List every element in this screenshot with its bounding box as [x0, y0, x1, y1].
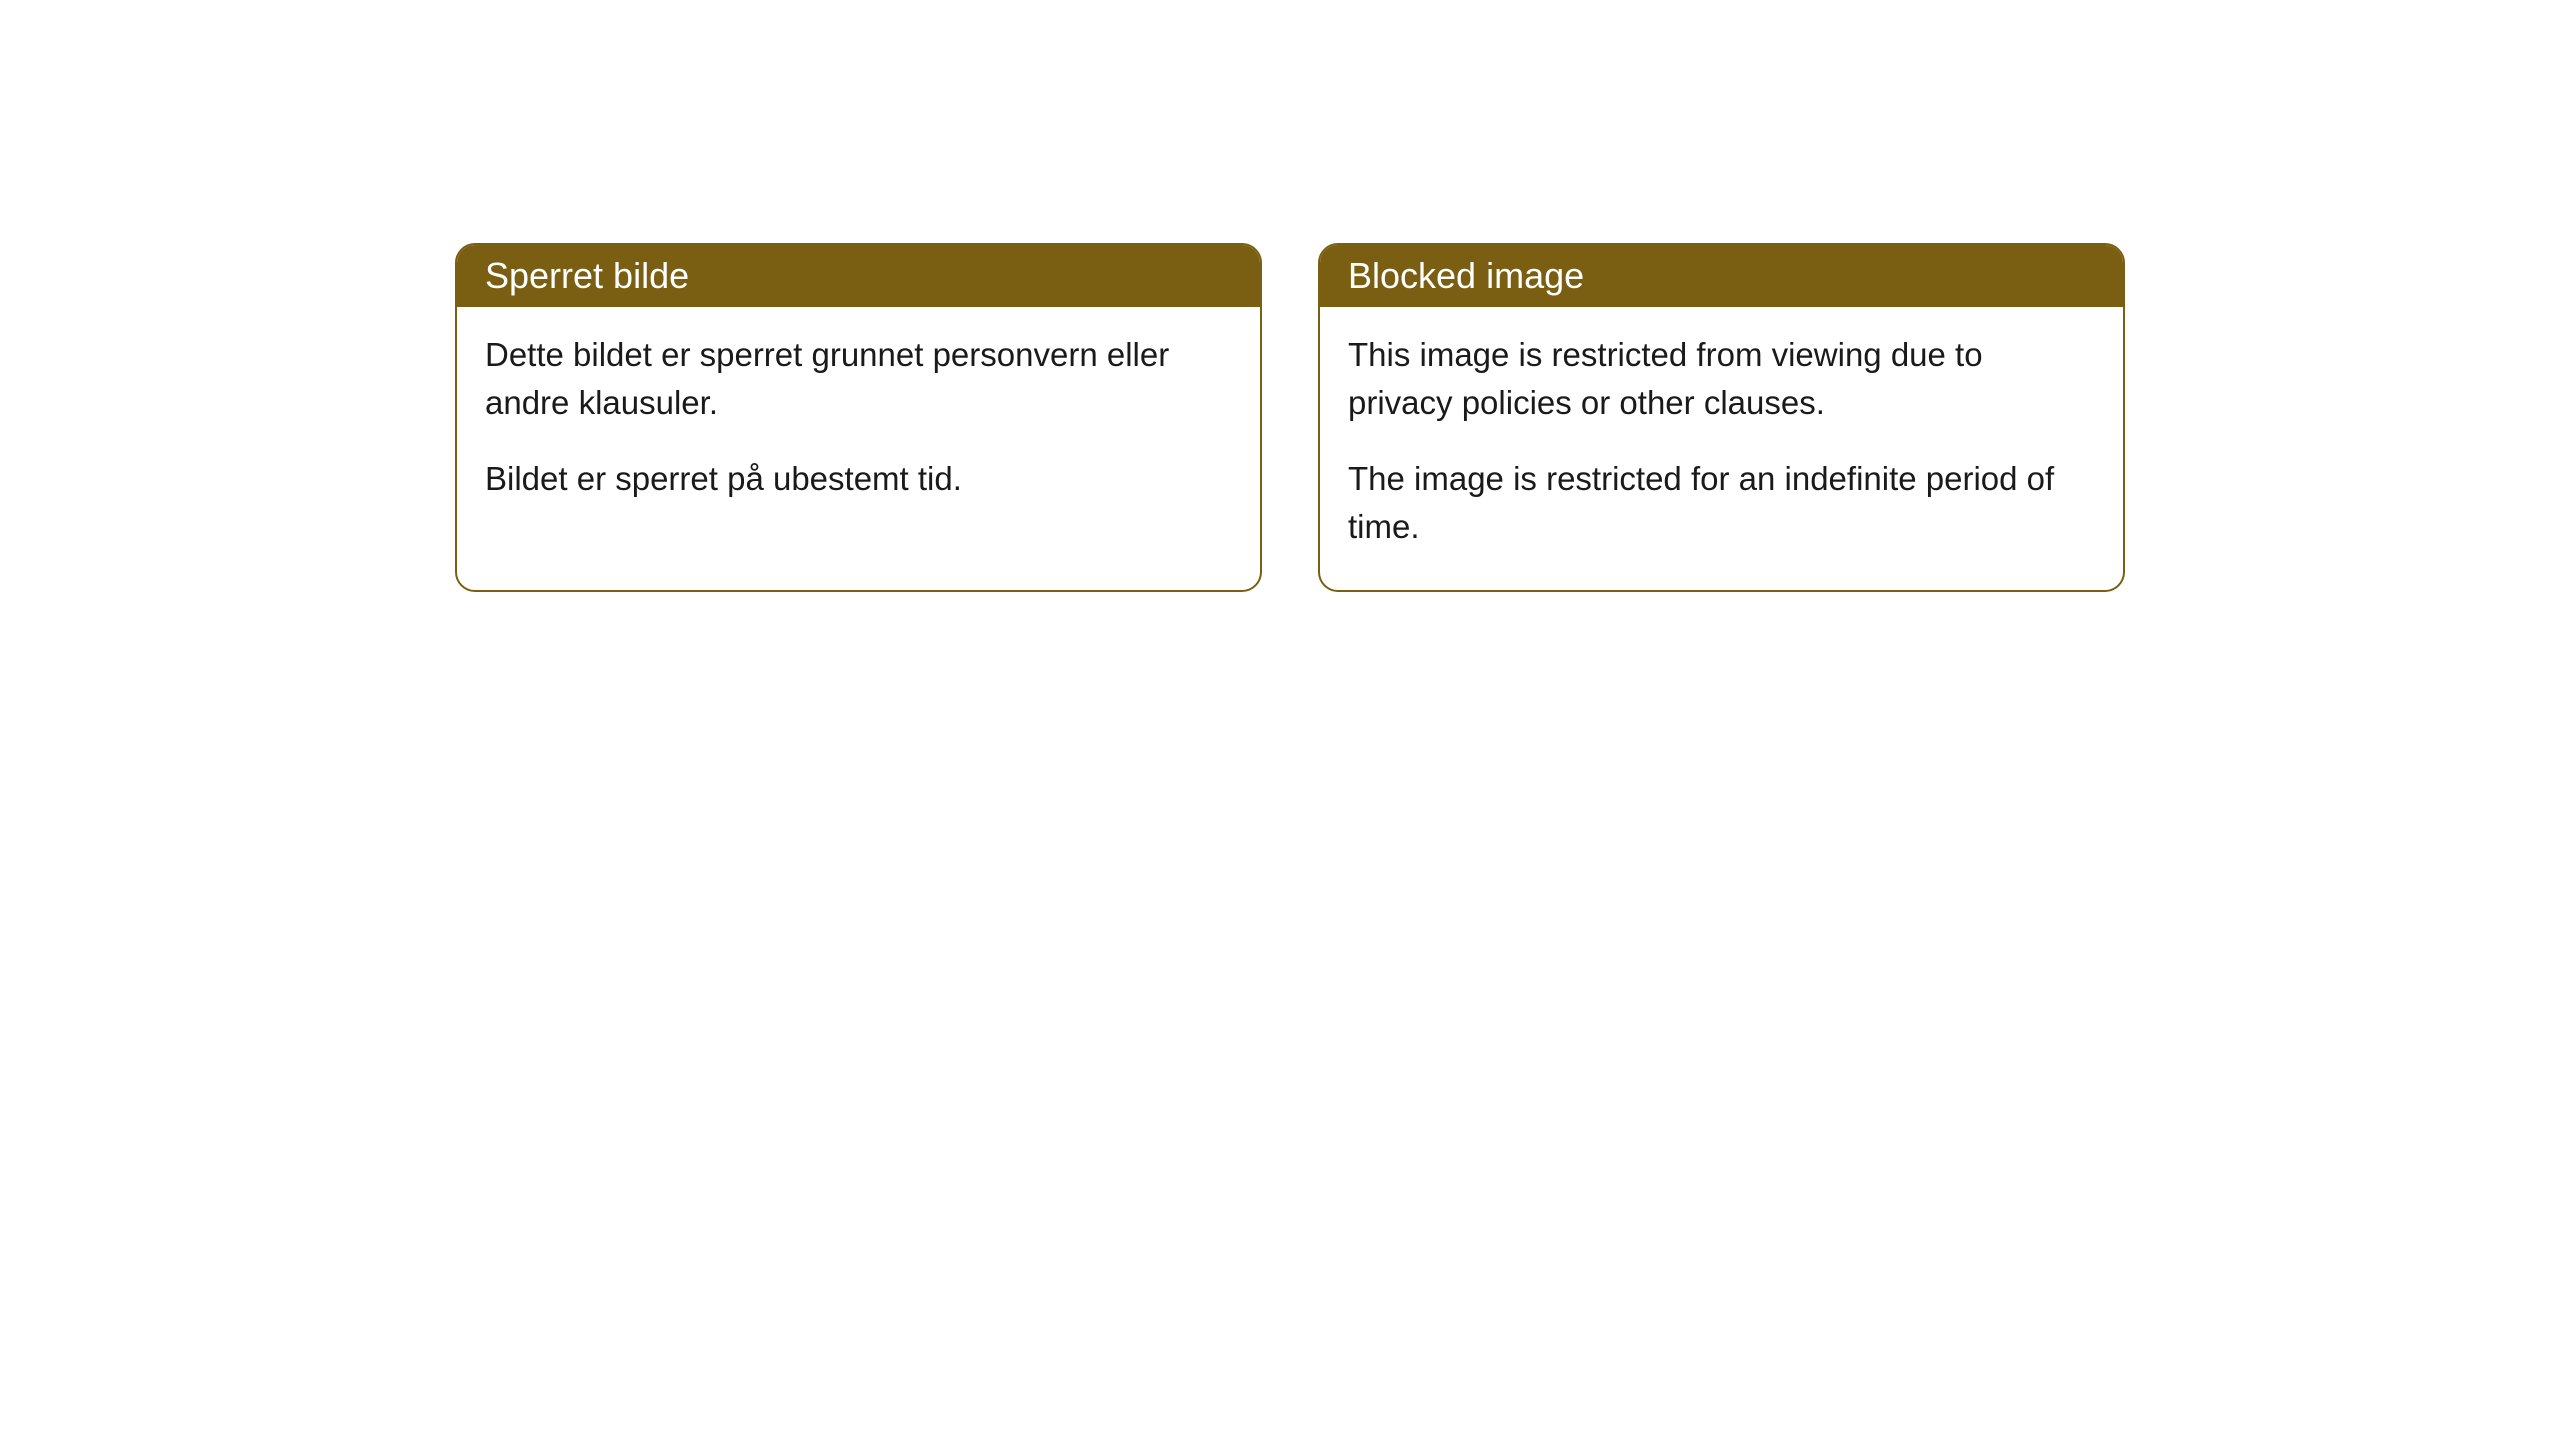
card-title: Sperret bilde [485, 255, 689, 296]
card-paragraph-2: The image is restricted for an indefinit… [1348, 455, 2095, 551]
card-header: Sperret bilde [457, 245, 1260, 307]
card-body: This image is restricted from viewing du… [1320, 307, 2123, 590]
card-paragraph-1: This image is restricted from viewing du… [1348, 331, 2095, 427]
card-paragraph-2: Bildet er sperret på ubestemt tid. [485, 455, 1232, 503]
card-header: Blocked image [1320, 245, 2123, 307]
blocked-image-card-english: Blocked image This image is restricted f… [1318, 243, 2125, 592]
blocked-image-card-norwegian: Sperret bilde Dette bildet er sperret gr… [455, 243, 1262, 592]
card-title: Blocked image [1348, 255, 1584, 296]
cards-container: Sperret bilde Dette bildet er sperret gr… [0, 0, 2560, 592]
card-paragraph-1: Dette bildet er sperret grunnet personve… [485, 331, 1232, 427]
card-body: Dette bildet er sperret grunnet personve… [457, 307, 1260, 543]
